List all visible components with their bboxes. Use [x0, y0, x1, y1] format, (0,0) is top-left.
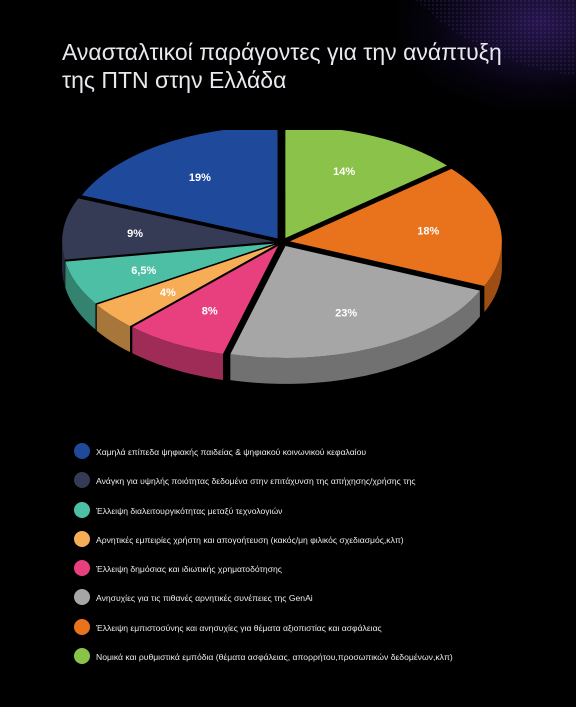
legend-item: Έλλειψη δημόσιας και ιδιωτικής χρηματοδό…: [74, 560, 544, 591]
pie-data-label: 8%: [202, 305, 218, 317]
pie-slice-side: [230, 290, 480, 384]
legend-label: Έλλειψη δημόσιας και ιδιωτικής χρηματοδό…: [96, 564, 282, 575]
legend-item: Ανησυχίες για τις πιθανές αρνητικές συνέ…: [74, 589, 544, 620]
pie-data-label: 19%: [189, 172, 211, 184]
pie-slice: [81, 130, 278, 239]
legend-swatch-icon: [74, 560, 90, 577]
pie-slice-side: [65, 261, 96, 330]
legend-swatch-icon: [74, 618, 90, 635]
legend-swatch-icon: [74, 501, 90, 518]
pie-slice-side: [96, 304, 131, 353]
chart-title-line-1: Ανασταλτικοί παράγοντες για την ανάπτυξη: [62, 39, 502, 65]
legend-item: Ανάγκη για υψηλής ποιότητας δεδομένα στη…: [74, 472, 544, 503]
legend-label: Ανάγκη για υψηλής ποιότητας δεδομένα στη…: [96, 476, 416, 487]
pie-slice: [230, 245, 480, 358]
pie-data-label: 4%: [160, 287, 176, 299]
pie-slice-tops: [62, 130, 502, 358]
pie-slice: [65, 243, 275, 304]
legend-label: Έλλειψη διαλειτουργικότητας μεταξύ τεχνο…: [96, 505, 283, 516]
legend-label: Νομικά και ρυθμιστικά εμπόδια (θέματα ασ…: [96, 652, 453, 663]
legend-item: Έλλειψη εμπιστοσύνης και ανησυχίες για θ…: [74, 618, 544, 650]
legend-label: Αρνητικές εμπειρίες χρήστη και απογοήτευ…: [96, 534, 404, 545]
chart-legend: Χαμηλά επίπεδα ψηφιακής παιδείας & ψηφια…: [74, 443, 544, 679]
legend-label: Χαμηλά επίπεδα ψηφιακής παιδείας & ψηφια…: [96, 447, 367, 457]
legend-item: Χαμηλά επίπεδα ψηφιακής παιδείας & ψηφια…: [74, 443, 544, 474]
legend-swatch-icon: [74, 472, 90, 489]
legend-label: Ανησυχίες για τις πιθανές αρνητικές συνέ…: [96, 593, 313, 604]
pie-slice: [132, 245, 279, 354]
pie-slice-sides: [62, 241, 502, 384]
pie-slice-side: [132, 327, 223, 380]
pie-data-label: 9%: [127, 228, 143, 240]
pie-data-label: 23%: [335, 308, 357, 320]
pie-slice-side: [484, 241, 502, 313]
legend-swatch-icon: [74, 589, 90, 606]
background-glow: [396, 0, 576, 110]
legend-label: Έλλειψη εμπιστοσύνης και ανησυχίες για θ…: [96, 622, 382, 633]
pie-slice: [289, 168, 502, 287]
chart-title-line-2: της ΠΤΝ στην Ελλάδα: [62, 67, 287, 93]
pie-data-label: 6,5%: [131, 265, 156, 277]
pie-data-labels: 14% 18% 23% 8% 4% 6,5% 9% 19%: [127, 166, 439, 320]
pie-slice: [62, 198, 275, 260]
chart-title: Ανασταλτικοί παράγοντες για την ανάπτυξη…: [62, 38, 522, 94]
pie-data-label: 18%: [417, 226, 439, 238]
pie-slice: [96, 244, 276, 327]
pie-slice-side: [62, 241, 65, 286]
pie-chart: 14% 18% 23% 8% 4% 6,5% 9% 19%: [62, 130, 502, 384]
legend-item: Νομικά και ρυθμιστικά εμπόδια (θέματα ασ…: [74, 648, 544, 679]
legend-swatch-icon: [74, 648, 90, 665]
pie-data-label: 14%: [333, 166, 355, 178]
legend-item: Αρνητικές εμπειρίες χρήστη και απογοήτευ…: [74, 530, 544, 562]
pie-slice: [285, 130, 447, 239]
legend-item: Έλλειψη διαλειτουργικότητας μεταξύ τεχνο…: [74, 501, 544, 533]
dot-pattern-icon: [416, 0, 576, 75]
legend-swatch-icon: [74, 530, 90, 547]
legend-swatch-icon: [74, 443, 90, 459]
